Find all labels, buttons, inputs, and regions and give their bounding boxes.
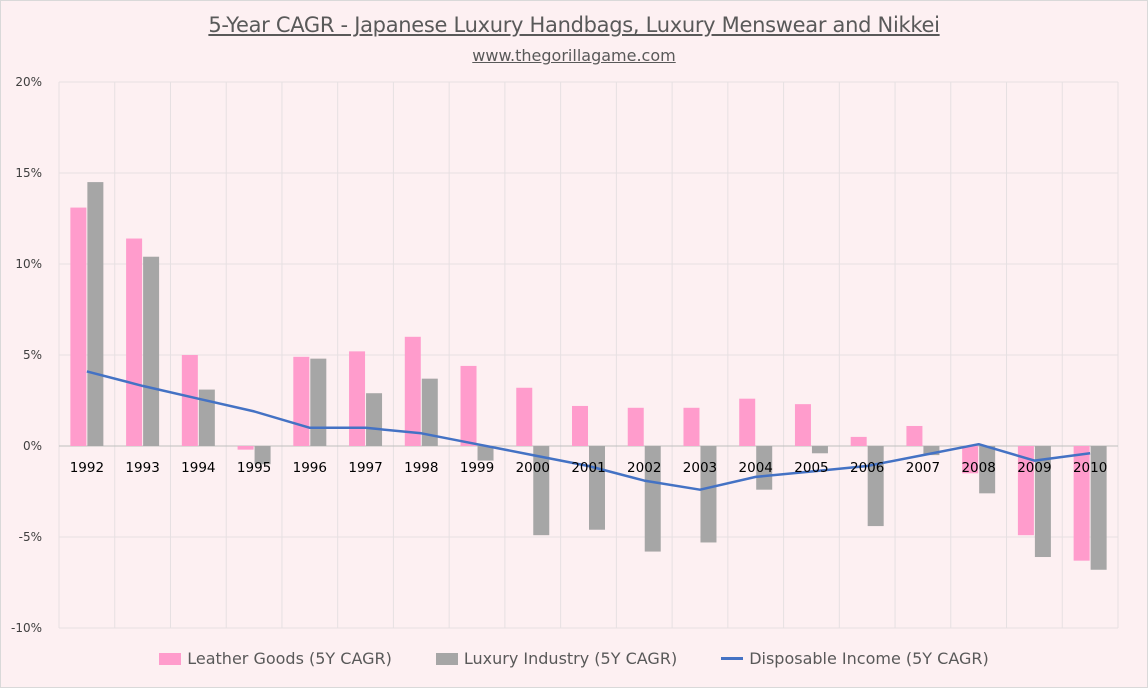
bar-luxury-industry (811, 446, 828, 454)
bar-luxury-industry (87, 182, 104, 446)
bar-luxury-industry (923, 446, 940, 456)
x-tick-label: 1997 (348, 460, 382, 476)
chart-subtitle: www.thegorillagame.com (472, 46, 676, 65)
x-tick-label: 2005 (794, 460, 828, 476)
y-tick-label: 20% (15, 75, 42, 89)
legend-label-luxury-industry: Luxury Industry (5Y CAGR) (463, 649, 678, 668)
bar-luxury-industry (421, 378, 438, 446)
x-tick-label: 2009 (1017, 460, 1051, 476)
y-tick-label: 5% (23, 348, 42, 362)
bar-leather-goods (126, 238, 143, 446)
bar-luxury-industry (867, 446, 884, 527)
bar-leather-goods (1017, 446, 1034, 536)
x-tick-label: 2003 (683, 460, 717, 476)
bar-luxury-industry (366, 393, 383, 446)
bar-leather-goods (906, 425, 923, 446)
x-tick-label: 1998 (404, 460, 438, 476)
y-tick-label: -10% (11, 621, 42, 635)
y-tick-label: 15% (15, 166, 42, 180)
legend-label-leather-goods: Leather Goods (5Y CAGR) (187, 649, 392, 668)
bar-leather-goods (70, 207, 87, 446)
bar-luxury-industry (589, 446, 605, 530)
y-tick-label: -5% (19, 530, 42, 544)
bar-luxury-industry (756, 446, 773, 490)
bar-leather-goods (739, 398, 756, 446)
bar-leather-goods (962, 446, 979, 474)
bar-leather-goods (460, 365, 477, 446)
legend-label-disposable-income: Disposable Income (5Y CAGR) (749, 649, 989, 668)
bar-luxury-industry (700, 446, 717, 543)
legend-item-luxury-industry: Luxury Industry (5Y CAGR) (435, 649, 678, 668)
bar-leather-goods (404, 336, 421, 446)
line-disposable-income (86, 370, 1091, 491)
chart-legend: Leather Goods (5Y CAGR) Luxury Industry … (1, 649, 1147, 668)
x-tick-label: 2010 (1073, 460, 1107, 476)
bar-leather-goods (181, 355, 198, 446)
x-tick-label: 2001 (571, 460, 605, 476)
bar-luxury-industry (1090, 446, 1107, 570)
bar-leather-goods (237, 446, 254, 450)
bar-leather-goods (627, 407, 644, 446)
bar-leather-goods (293, 356, 310, 446)
bar-luxury-industry (143, 256, 160, 446)
x-tick-label: 1999 (460, 460, 494, 476)
bar-luxury-industry (310, 358, 327, 446)
legend-item-leather-goods: Leather Goods (5Y CAGR) (159, 649, 392, 668)
x-tick-label: 1993 (125, 460, 159, 476)
x-tick-label: 2004 (739, 460, 773, 476)
y-tick-label: 0% (23, 439, 42, 453)
x-tick-label: 2006 (850, 460, 884, 476)
y-tick-label: 10% (15, 257, 42, 271)
bar-luxury-industry (644, 446, 661, 552)
bar-leather-goods (683, 407, 700, 446)
legend-swatch-luxury-industry (435, 652, 458, 665)
bar-luxury-industry (979, 446, 996, 494)
bar-luxury-industry (254, 446, 271, 465)
x-tick-label: 2000 (516, 460, 550, 476)
bar-leather-goods (572, 405, 588, 446)
bar-luxury-industry (477, 446, 494, 461)
bar-leather-goods (349, 351, 366, 446)
legend-swatch-leather-goods (159, 652, 182, 665)
bar-leather-goods (1073, 446, 1090, 561)
chart-title: 5-Year CAGR - Japanese Luxury Handbags, … (208, 13, 940, 37)
bar-luxury-industry (533, 446, 550, 536)
x-tick-label: 1995 (237, 460, 271, 476)
x-tick-label: 1996 (293, 460, 327, 476)
x-tick-label: 2007 (906, 460, 940, 476)
x-tick-label: 1994 (181, 460, 215, 476)
bar-luxury-industry (1034, 446, 1051, 558)
legend-swatch-disposable-income (721, 657, 744, 660)
x-tick-label: 1992 (70, 460, 104, 476)
bar-leather-goods (516, 387, 533, 446)
x-tick-label: 2008 (961, 460, 995, 476)
legend-item-disposable-income: Disposable Income (5Y CAGR) (721, 649, 989, 668)
bar-leather-goods (850, 436, 867, 446)
bar-leather-goods (794, 404, 811, 446)
x-tick-label: 2002 (627, 460, 661, 476)
bar-luxury-industry (198, 389, 215, 446)
